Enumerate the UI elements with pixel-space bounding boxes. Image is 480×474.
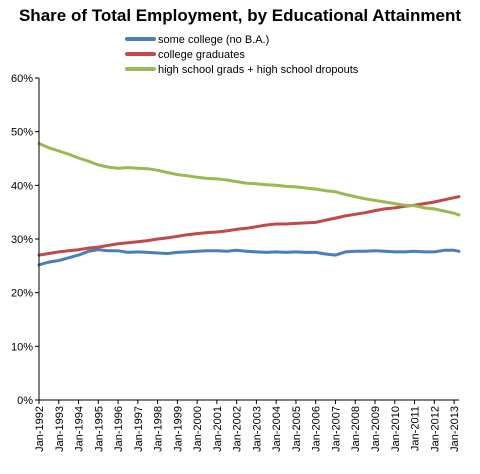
series-line-1 xyxy=(37,195,461,257)
x-tick-label: Jan-1996 xyxy=(113,406,125,452)
axes xyxy=(38,78,459,401)
x-tick-label: Jan-2012 xyxy=(429,406,441,452)
x-tick-label: Jan-1993 xyxy=(54,406,66,452)
legend-label-0: some college (no B.A.) xyxy=(158,34,269,46)
x-tick-label: Jan-2009 xyxy=(370,406,382,452)
y-tick-label: 50% xyxy=(11,127,33,139)
x-tick-label: Jan-1994 xyxy=(74,406,86,452)
y-axis-ticks: 0% 10% 20% 30% 40% 50% 60% xyxy=(11,73,39,407)
x-tick-label: Jan-1995 xyxy=(93,406,105,452)
y-tick-label: 20% xyxy=(11,288,33,300)
x-tick-label: Jan-2007 xyxy=(330,406,342,452)
x-tick-label: Jan-2003 xyxy=(251,406,263,452)
x-tick-label: Jan-1998 xyxy=(153,406,165,452)
x-tick-label: Jan-2013 xyxy=(449,406,461,452)
x-tick-label: Jan-2000 xyxy=(192,406,204,452)
legend: some college (no B.A.) college graduates h… xyxy=(125,34,359,76)
x-tick-label: Jan-1992 xyxy=(34,406,46,452)
series-lines xyxy=(37,142,461,267)
x-tick-label: Jan-2004 xyxy=(271,406,283,452)
series-line-2 xyxy=(37,142,461,217)
y-tick-label: 0% xyxy=(17,395,33,407)
legend-label-1: college graduates xyxy=(158,49,245,61)
x-axis-ticks: Jan-1992 Jan-1993 Jan-1994 Jan-1995 Jan-1996… xyxy=(34,400,461,452)
legend-label-2: high school grads + high school dropouts xyxy=(158,64,359,76)
y-tick-label: 60% xyxy=(11,73,33,85)
x-tick-label: Jan-2008 xyxy=(350,406,362,452)
x-tick-label: Jan-2011 xyxy=(410,406,422,451)
x-tick-label: Jan-2006 xyxy=(311,406,323,452)
x-tick-label: Jan-2010 xyxy=(390,406,402,452)
x-tick-label: Jan-1999 xyxy=(172,406,184,452)
x-tick-label: Jan-1997 xyxy=(133,406,145,452)
y-tick-label: 30% xyxy=(11,234,33,246)
x-tick-label: Jan-2005 xyxy=(291,406,303,452)
series-line-0 xyxy=(37,248,461,267)
x-tick-label: Jan-2001 xyxy=(212,406,224,452)
chart-title: Share of Total Employment, by Educationa… xyxy=(18,6,462,25)
y-tick-label: 40% xyxy=(11,180,33,192)
y-tick-label: 10% xyxy=(11,341,33,353)
x-tick-label: Jan-2002 xyxy=(232,406,244,452)
